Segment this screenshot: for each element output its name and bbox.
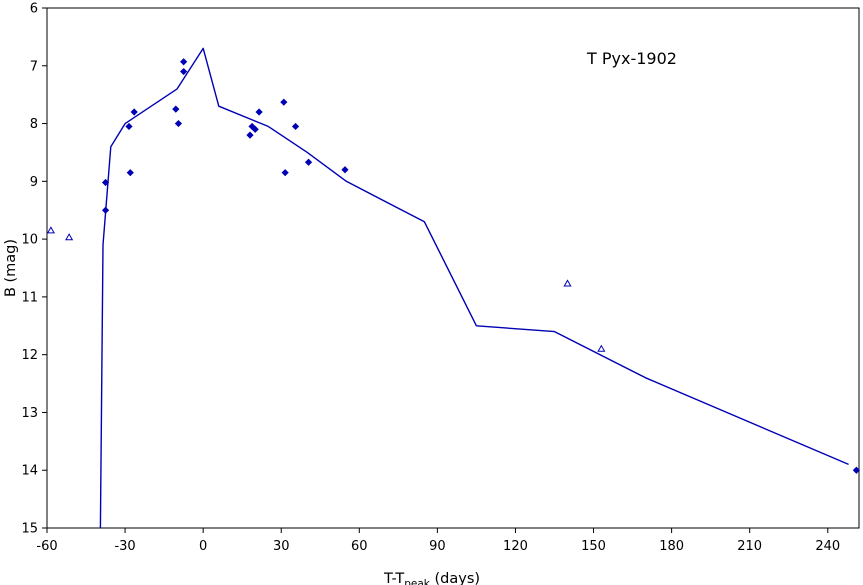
chart-title: T Pyx-1902 [586, 49, 677, 68]
x-axis-title-main: T-T [383, 571, 404, 585]
x-tick-label: 150 [581, 539, 606, 554]
diamond-point [291, 122, 300, 131]
y-tick-label: 8 [30, 117, 38, 132]
plot-area [46, 7, 860, 529]
diamond-point [101, 206, 110, 214]
diamond-point [281, 169, 289, 177]
y-tick-label: 12 [21, 348, 38, 363]
series-layer [46, 47, 860, 529]
x-tick-label: -30 [114, 539, 135, 554]
diamond-point [172, 105, 180, 113]
diamond-point [130, 108, 138, 116]
y-tick-label: 6 [30, 2, 38, 17]
y-tick-label: 14 [21, 464, 38, 479]
x-axis: -60 -30 0 30 60 90 120 150 180 210 240 [36, 528, 840, 554]
y-tick-label: 13 [21, 406, 38, 421]
y-tick-label: 7 [30, 59, 38, 74]
x-tick-label: 90 [429, 539, 446, 554]
diamond-point [255, 108, 263, 116]
y-axis: 6 7 8 9 10 11 12 13 14 15 [21, 2, 47, 537]
y-tick-label: 9 [30, 175, 38, 190]
diamond-point [280, 98, 288, 106]
x-axis-title-suffix: (days) [430, 571, 480, 585]
diamond-point [125, 122, 133, 131]
x-axis-title-subscript: peak [404, 578, 431, 585]
y-tick-label: 15 [21, 522, 38, 537]
diamond-point [304, 158, 313, 166]
diamond-point [174, 119, 183, 128]
triangle-point [597, 344, 606, 352]
y-tick-label: 10 [21, 233, 38, 248]
triangle-point [46, 226, 55, 234]
y-axis-title: B (mag) [3, 239, 19, 297]
y-tick-label: 11 [21, 290, 38, 305]
diamond-point [246, 131, 254, 139]
diamond-point [852, 466, 860, 474]
diamond-point [101, 178, 110, 187]
x-tick-label: 120 [503, 539, 528, 554]
x-tick-label: 60 [351, 539, 368, 554]
x-tick-label: 0 [199, 539, 207, 554]
x-tick-label: 30 [273, 539, 290, 554]
x-tick-label: 210 [737, 539, 762, 554]
diamond-point [180, 58, 188, 66]
x-tick-label: -60 [36, 539, 57, 554]
x-axis-title: T-Tpeak (days) [383, 571, 480, 585]
x-tick-label: 240 [815, 539, 840, 554]
triangle-point [563, 279, 572, 287]
diamond-point [180, 67, 188, 76]
diamond-point [251, 125, 259, 133]
triangle-point [65, 233, 74, 241]
x-tick-label: 180 [659, 539, 684, 554]
model-light-curve-line [99, 47, 849, 529]
diamond-point [126, 169, 134, 177]
diamond-point [341, 166, 349, 174]
